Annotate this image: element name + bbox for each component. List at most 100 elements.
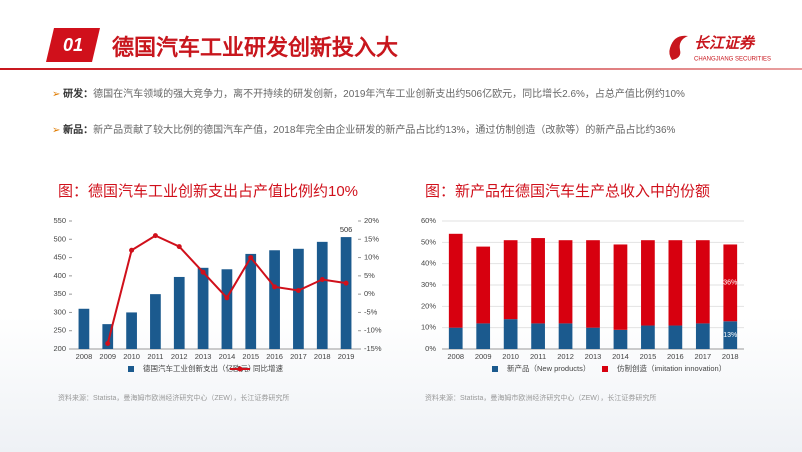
chart-title: 图：德国汽车工业创新支出占产值比例约10% [58, 182, 358, 200]
y-tick-label: 10% [421, 323, 436, 332]
bar [340, 237, 352, 349]
bar-segment [668, 240, 683, 326]
y2-tick-label: 15% [364, 234, 379, 243]
bar-segment [641, 240, 655, 326]
x-tick-label: 2015 [242, 352, 259, 361]
legend-label: 仿制创造（imitation innovation） [617, 363, 726, 373]
x-tick-label: 2014 [219, 352, 236, 361]
bar [293, 248, 304, 349]
y-tick-label: 450 [53, 253, 66, 262]
line-marker [152, 233, 158, 239]
x-tick-label: 2013 [195, 352, 212, 361]
bullet-text: 新产品贡献了较大比例的德国汽车产值，2018年完全由企业研发的新产品占比约13%… [93, 125, 676, 136]
y-tick-label: 30% [421, 280, 436, 289]
y-tick-label: 250 [53, 326, 66, 335]
y-tick-label: 50% [421, 237, 436, 246]
y2-tick-label: 20% [364, 216, 379, 225]
logo: 长江证券 CHANGJIANG SECURITIES [669, 35, 771, 63]
badge-number: 01 [63, 35, 83, 55]
bar [150, 294, 161, 349]
line-marker [319, 277, 325, 283]
legend-label: 同比增速 [253, 363, 283, 373]
bar [316, 241, 328, 349]
bar [173, 276, 185, 349]
source-note: 资料来源：Statista，曼海姆市欧洲经济研究中心（ZEW），长江证券研究所 [58, 393, 289, 402]
bullet-label: 研发： [63, 89, 94, 100]
x-tick-label: 2010 [502, 352, 519, 361]
x-tick-label: 2011 [530, 352, 546, 361]
data-label: 36% [723, 280, 737, 287]
y-tick-label: 200 [53, 344, 66, 353]
x-tick-label: 2017 [290, 352, 307, 361]
bar-segment [503, 240, 518, 320]
y2-tick-label: -5% [364, 307, 378, 316]
slide-title: 德国汽车工业研发创新投入大 [112, 35, 399, 60]
line-marker [272, 284, 278, 290]
bar-segment [558, 323, 573, 349]
line-marker [224, 295, 230, 301]
y-tick-label: 400 [53, 271, 66, 280]
legend-swatch [237, 366, 243, 372]
y2-tick-label: -15% [364, 344, 382, 353]
bar [78, 308, 90, 349]
bar [245, 253, 257, 349]
bar-segment [613, 244, 628, 330]
y2-tick-label: -10% [364, 326, 382, 335]
source-note: 资料来源：Statista，曼海姆市欧洲经济研究中心（ZEW），长江证券研究所 [425, 393, 656, 402]
bar-segment [641, 325, 655, 349]
data-label: 506 [340, 225, 353, 234]
x-tick-label: 2016 [667, 352, 684, 361]
bullet: ➢ 新品：新产品贡献了较大比例的德国汽车产值，2018年完全由企业研发的新产品占… [52, 125, 676, 136]
x-tick-label: 2012 [557, 352, 574, 361]
legend-label: 德国汽车工业创新支出（亿欧元） [143, 363, 256, 373]
x-tick-label: 2013 [585, 352, 602, 361]
legend-label: 新产品（New products） [507, 363, 590, 373]
x-tick-label: 2014 [612, 352, 629, 361]
logo-name: 长江证券 [694, 35, 756, 52]
y-tick-label: 0% [425, 344, 436, 353]
line-marker [343, 280, 349, 286]
bar [126, 312, 137, 349]
legend-swatch [492, 366, 498, 372]
x-tick-label: 2011 [147, 352, 163, 361]
line-marker [176, 244, 182, 250]
bar-segment [476, 323, 491, 349]
x-tick-label: 2018 [314, 352, 331, 361]
legend-swatch [602, 366, 608, 372]
bar-segment [695, 240, 710, 324]
y2-tick-label: 5% [364, 271, 375, 280]
bar-segment [476, 246, 491, 324]
line-marker [200, 269, 206, 275]
line-marker [295, 287, 301, 293]
data-label: 13% [723, 332, 737, 339]
bar [197, 267, 209, 349]
y-tick-label: 20% [421, 301, 436, 310]
bullet-text: 德国在汽车领域的强大竞争力，离不开持续的研发创新，2019年汽车工业创新支出约5… [93, 89, 685, 100]
bar-segment [531, 323, 545, 349]
legend-swatch [128, 366, 134, 372]
line-marker [129, 247, 135, 253]
bar-segment [668, 325, 683, 349]
line-marker [105, 341, 111, 347]
x-tick-label: 2018 [722, 352, 739, 361]
bar [102, 324, 114, 349]
bullet: ➢ 研发：德国在汽车领域的强大竞争力，离不开持续的研发创新，2019年汽车工业创… [52, 89, 685, 100]
header-rule [0, 68, 802, 70]
x-tick-label: 2008 [447, 352, 464, 361]
x-tick-label: 2016 [266, 352, 283, 361]
y-tick-label: 40% [421, 259, 436, 268]
x-tick-label: 2008 [76, 352, 93, 361]
y-tick-label: 60% [421, 216, 436, 225]
bar-segment [586, 327, 600, 349]
y-tick-label: 500 [53, 234, 66, 243]
line-marker [248, 255, 254, 261]
y-tick-label: 550 [53, 216, 66, 225]
bar-segment [448, 233, 463, 328]
chart-title: 图：新产品在德国汽车生产总收入中的份额 [425, 182, 710, 200]
bar-segment [503, 319, 518, 349]
bar-segment [586, 240, 600, 328]
x-tick-label: 2010 [123, 352, 140, 361]
bar [221, 269, 233, 349]
